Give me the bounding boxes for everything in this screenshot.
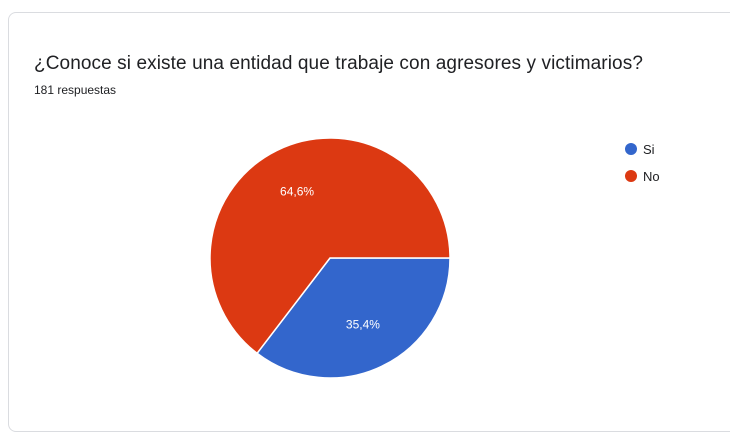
chart-title: ¿Conoce si existe una entidad que trabaj… (34, 53, 643, 74)
legend-item-si[interactable]: Si (625, 139, 660, 159)
pie-slice-no[interactable] (209, 137, 451, 355)
legend-swatch-no (625, 170, 637, 182)
response-count: 181 respuestas (34, 83, 117, 97)
legend-label-no: No (643, 168, 660, 184)
pie-label-si: 35,4% (346, 318, 380, 332)
pie-label-no: 64,6% (280, 184, 314, 198)
legend-label-si: Si (643, 141, 655, 157)
legend-item-no[interactable]: No (625, 166, 660, 186)
pie-slice-si[interactable] (255, 257, 451, 379)
chart-legend: Si No (625, 139, 660, 193)
pie-chart: 35,4% 64,6% (209, 137, 451, 379)
legend-swatch-si (625, 143, 637, 155)
